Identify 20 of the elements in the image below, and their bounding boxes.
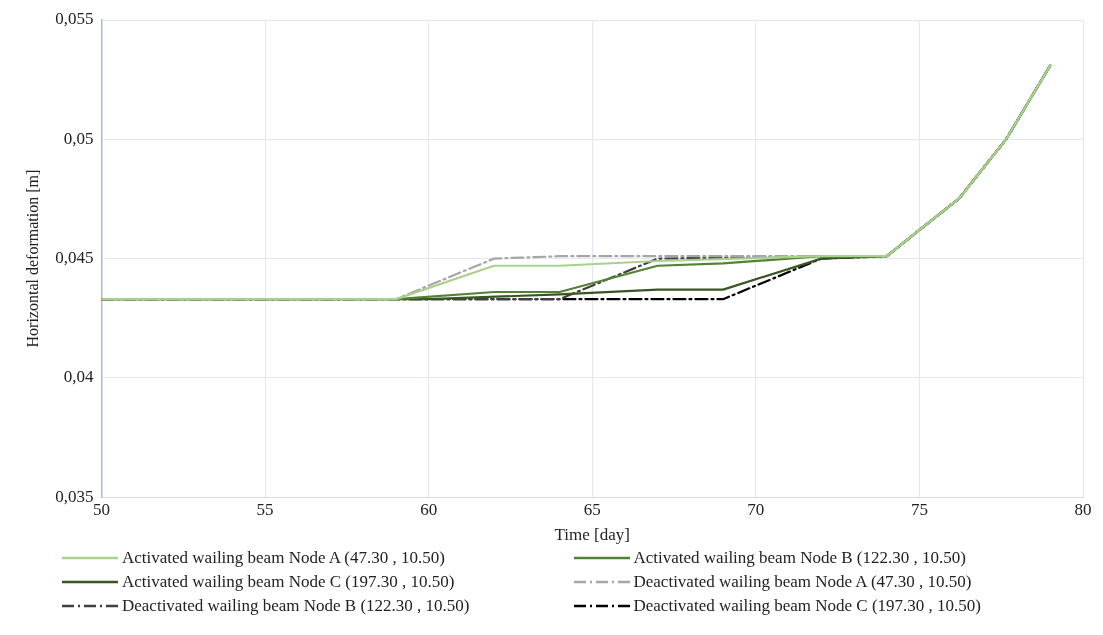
- y-tick-label: 0,045: [55, 248, 94, 268]
- x-tick-label: 55: [256, 499, 274, 519]
- y-tick-label: 0,055: [55, 9, 94, 29]
- legend-label: Deactivated wailing beam Node C (197.30 , 10.50): [633, 596, 981, 616]
- y-tick-label: 0,035: [55, 486, 94, 506]
- legend-label: Activated wailing beam Node A (47.30 , 10.50): [122, 548, 445, 568]
- x-tick-label: 70: [747, 499, 765, 519]
- x-tick-label: 60: [420, 499, 438, 519]
- x-tick-label: 75: [910, 499, 928, 519]
- x-tick-label: 65: [583, 499, 601, 519]
- y-axis-title: Horizontal deformation [m]: [23, 169, 41, 348]
- y-tick-label: 0,05: [63, 128, 94, 148]
- x-tick-label: 50: [92, 499, 110, 519]
- legend-label: Activated wailing beam Node B (122.30 , 10.50): [633, 548, 966, 568]
- x-tick-label: 80: [1074, 499, 1092, 519]
- legend-label: Deactivated wailing beam Node B (122.30 , 10.50): [122, 596, 470, 616]
- legend-label: Deactivated wailing beam Node A (47.30 , 10.50): [633, 572, 972, 592]
- legend-label: Activated wailing beam Node C (197.30 , 10.50): [122, 572, 455, 592]
- x-axis-title: Time [day]: [554, 525, 630, 545]
- y-tick-label: 0,04: [63, 367, 94, 387]
